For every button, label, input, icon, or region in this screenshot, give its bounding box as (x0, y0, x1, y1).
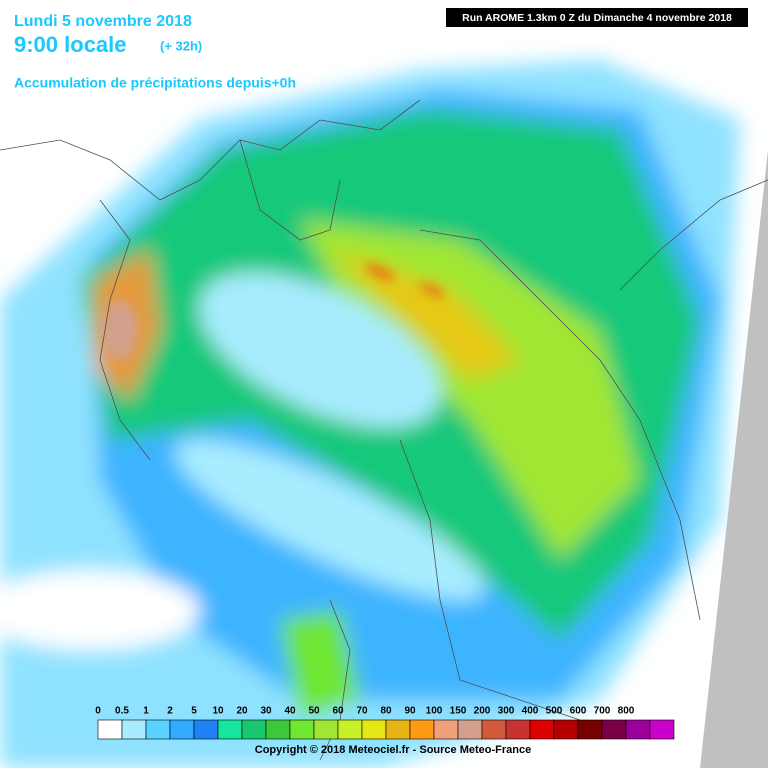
legend-label: 700 (594, 706, 611, 717)
legend-swatch (601, 719, 627, 740)
legend-label: 20 (236, 706, 248, 717)
legend-label: 0.5 (115, 706, 129, 717)
legend-swatch (481, 719, 507, 740)
legend-swatch (409, 719, 435, 740)
copyright: Copyright © 2018 Meteociel.fr - Source M… (255, 744, 531, 756)
legend-label: 50 (308, 706, 320, 717)
legend-swatch (265, 719, 291, 740)
legend-swatch (217, 719, 243, 740)
legend-swatch (649, 719, 675, 740)
legend-label: 40 (284, 706, 296, 717)
legend-label: 300 (498, 706, 515, 717)
legend-label: 10 (212, 706, 224, 717)
legend-swatch (577, 719, 603, 740)
run-box (446, 8, 748, 27)
legend-label: 5 (191, 706, 197, 717)
legend: 0 0.5 1 2 5 10 20 30 40 50 60 70 80 90 100 150 200 300 400… (95, 706, 675, 740)
legend-label: 600 (570, 706, 587, 717)
legend-label: 30 (260, 706, 272, 717)
legend-swatch (457, 719, 483, 740)
legend-swatch (529, 719, 555, 740)
legend-swatch (313, 719, 339, 740)
lead-time: (+ 32h) (160, 38, 202, 53)
legend-label: 2 (167, 706, 173, 717)
date: Lundi 5 novembre 2018 (14, 13, 192, 30)
legend-swatch (145, 719, 171, 740)
legend-label: 60 (332, 706, 344, 717)
legend-label: 1 (143, 706, 149, 717)
legend-swatch (433, 719, 459, 740)
legend-label: 80 (380, 706, 392, 717)
legend-label: 70 (356, 706, 368, 717)
legend-label: 200 (474, 706, 491, 717)
legend-label: 90 (404, 706, 416, 717)
legend-swatch (97, 719, 123, 740)
legend-swatch (169, 719, 195, 740)
legend-swatch (337, 719, 363, 740)
legend-label: 100 (426, 706, 443, 717)
legend-label: 0 (95, 706, 101, 717)
field-title: Accumulation de précipitations depuis+0h (14, 75, 296, 91)
legend-swatch (505, 719, 531, 740)
legend-label: 800 (618, 706, 635, 717)
legend-swatch (193, 719, 219, 740)
legend-swatch (553, 719, 579, 740)
legend-swatch (385, 719, 411, 740)
legend-swatch (625, 719, 651, 740)
legend-swatch (121, 719, 147, 740)
time: 9:00 locale (14, 32, 127, 57)
legend-label: 400 (522, 706, 539, 717)
legend-swatch (289, 719, 315, 740)
legend-label: 500 (546, 706, 563, 717)
legend-label: 150 (450, 706, 467, 717)
legend-swatch (241, 719, 267, 740)
legend-swatch (361, 719, 387, 740)
run-info: Run AROME 1.3km 0 Z du Dimanche 4 novemb… (462, 12, 732, 24)
